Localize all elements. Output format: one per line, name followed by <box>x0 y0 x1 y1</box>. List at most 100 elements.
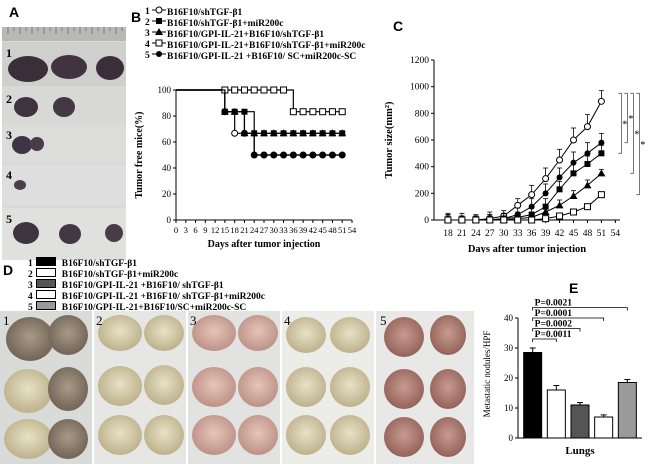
y-tick-label: 0 <box>424 216 429 226</box>
tumor-row-2-specimens <box>14 97 75 117</box>
x-tick-label: 30 <box>499 229 509 239</box>
series-point <box>221 108 228 115</box>
x-tick-label: 42 <box>309 225 318 235</box>
tumor-row-1-specimens <box>8 55 124 82</box>
series-line <box>176 89 343 156</box>
bar <box>546 389 566 439</box>
series-point <box>269 129 278 137</box>
x-tick-label: 15 <box>221 225 230 235</box>
p-value-label: P=0.0011 <box>535 330 572 340</box>
x-tick-label: 39 <box>299 225 308 235</box>
legend-b-marker-filled-circle: 5 <box>145 51 166 61</box>
p-value-label: P=0.0002 <box>535 320 573 330</box>
p-value-bracket <box>532 317 605 321</box>
series-point <box>280 86 288 94</box>
x-tick-label: 51 <box>597 229 607 239</box>
p-value-bracket <box>532 328 581 332</box>
x-tick-label: 39 <box>541 229 551 239</box>
chart-c-tumor-size: 0 200 400 600 800 1000 1200 18 21 24 27 30 33 36 39 42 4… <box>384 56 645 253</box>
lung-photo-number-5: 5 <box>380 313 387 328</box>
legend-d-item: 1 B16F10/shTGF-β1 <box>28 257 137 269</box>
series-point <box>486 216 494 224</box>
y-axis-title: Metastatic nodules/HPF <box>482 331 492 418</box>
legend-d-text: B16F10/shTGF-β1 <box>61 259 137 269</box>
x-tick-label: 27 <box>260 225 269 235</box>
significance-star: * <box>640 140 645 151</box>
ruler-image <box>2 27 126 41</box>
row-number-2: 2 <box>6 92 12 106</box>
x-tick-label: 33 <box>513 229 523 239</box>
series-point <box>542 175 550 183</box>
x-tick-label: 54 <box>611 229 621 239</box>
legend-d-num: 5 <box>28 303 33 313</box>
series-point <box>338 108 346 116</box>
x-tick-label: 21 <box>457 229 467 239</box>
x-tick-label: 9 <box>203 225 207 235</box>
lung-photo-5-specimens <box>384 315 466 457</box>
series-point <box>289 129 298 137</box>
series-point <box>308 129 317 137</box>
bar <box>594 416 614 439</box>
panel-label-c: C <box>393 18 404 34</box>
series-point <box>241 130 248 137</box>
y-tick-label: 200 <box>415 189 430 199</box>
series-point <box>299 129 308 137</box>
y-tick-label: 0 <box>509 433 514 443</box>
lung-photo-1-specimens <box>4 315 88 459</box>
panel-a-photo: 1 2 3 4 5 <box>2 27 126 260</box>
x-tick-label: 48 <box>583 229 593 239</box>
series-point <box>570 136 577 144</box>
series-point <box>528 203 535 210</box>
x-tick-label: 6 <box>193 225 197 235</box>
legend-b-marker-filled-square: 2 <box>145 18 166 28</box>
y-tick-label: 1200 <box>410 56 429 66</box>
series-point <box>542 190 549 197</box>
lung-photo-number-2: 2 <box>96 313 103 328</box>
series-point <box>309 108 317 116</box>
series-line <box>447 142 602 221</box>
series-line <box>176 89 343 156</box>
significance-bracket <box>624 92 628 144</box>
series-point <box>598 150 605 157</box>
panel-a-photo-art: 1 2 3 4 5 <box>2 27 126 260</box>
series-point <box>328 129 337 137</box>
y-tick-label: 20 <box>504 373 514 383</box>
y-tick-label: 800 <box>415 109 430 119</box>
x-tick-label: 0 <box>174 225 178 235</box>
chart-e-metastasis: 0 10 20 30 40 Metastatic nodules/HPF Lungs P=0.… <box>482 299 642 457</box>
legend-b-text: B16F10/GPI-IL-21 +B16F10/ SC+miR200c-SC <box>167 52 357 62</box>
series-point <box>458 216 466 224</box>
legend-b-marker-filled-triangle: 3 <box>145 28 166 39</box>
legend-b-text: B16F10/shTGF-β1 <box>167 8 243 18</box>
series-line <box>447 101 602 221</box>
x-tick-label: 18 <box>230 225 239 235</box>
legend-d-text: B16F10/GPI-IL-21 +B16F10/ shTGF-β1+miR20… <box>61 292 265 302</box>
legend-d-text: B16F10/GPI-IL-21 +B16F10/ shTGF-β1 <box>61 281 224 291</box>
x-tick-label: 45 <box>569 229 579 239</box>
series-point <box>319 152 326 158</box>
legend-d-swatch <box>35 290 56 299</box>
panel-label-b: B <box>131 9 142 25</box>
panel-label-d: D <box>3 262 14 278</box>
y-tick-label: 400 <box>415 163 430 173</box>
series-point <box>570 159 577 166</box>
row-number-5: 5 <box>6 212 12 226</box>
series-point <box>556 186 563 193</box>
series-point <box>583 123 591 131</box>
series-point <box>280 152 287 158</box>
series-point <box>570 170 577 177</box>
bar <box>570 404 590 439</box>
lung-photo-number-4: 4 <box>284 313 291 328</box>
y-axis-title: Tumor size(mm²) <box>384 101 395 178</box>
y-tick-label: 30 <box>504 343 514 353</box>
significance-bracket <box>630 92 634 174</box>
significance-star: * <box>628 114 633 125</box>
lung-photo-2-specimens <box>98 315 184 455</box>
y-tick-label: 40 <box>162 163 172 173</box>
row-number-3: 3 <box>6 128 12 142</box>
series-point <box>328 108 336 116</box>
bar <box>617 382 637 439</box>
legend-b-marker-open-square: 4 <box>145 39 166 50</box>
legend-b-num: 4 <box>145 40 150 48</box>
lung-photo-number-3: 3 <box>190 313 197 328</box>
